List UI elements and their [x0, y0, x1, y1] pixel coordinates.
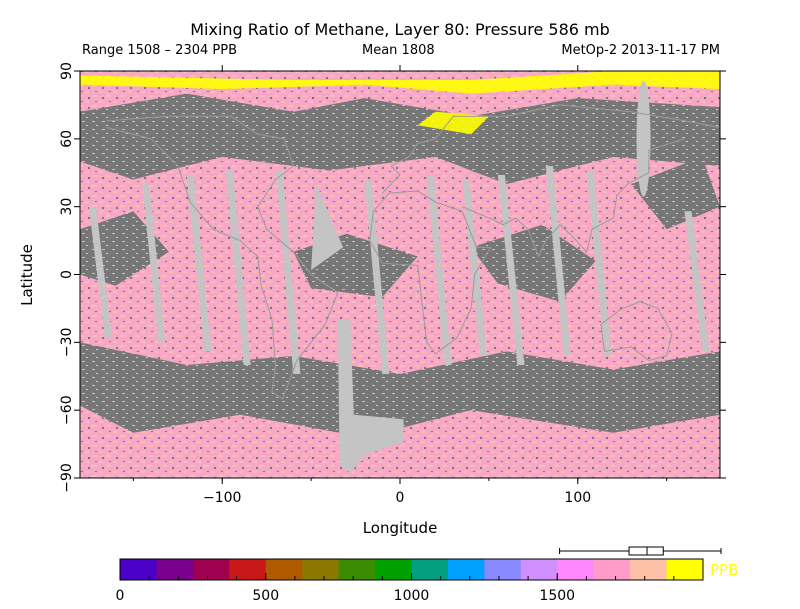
- high-value-region: [417, 111, 489, 135]
- orbit-gap: [586, 170, 612, 356]
- x-tick-label: −100: [203, 490, 241, 506]
- colorbar-segment: [120, 559, 157, 580]
- orbit-gap: [225, 170, 251, 365]
- y-tick-label: −30: [59, 328, 75, 358]
- colorbar-segment: [265, 559, 303, 580]
- orbit-gap: [337, 319, 404, 474]
- colorbar-tick-label: 1000: [394, 588, 430, 604]
- colorbar-segment: [630, 559, 668, 580]
- colorbar-segment: [229, 559, 267, 580]
- no-data-region: [471, 224, 596, 302]
- chart-title: Mixing Ratio of Methane, Layer 80: Press…: [190, 20, 610, 39]
- colorbar-tick-label: 0: [116, 588, 125, 604]
- y-tick-label: −90: [59, 463, 75, 493]
- coastline: [369, 190, 492, 355]
- y-tick-label: 0: [59, 270, 75, 279]
- high-value-region: [80, 71, 720, 94]
- colorbar-segment: [375, 559, 412, 580]
- coastline: [106, 115, 339, 400]
- orbit-gap: [684, 211, 710, 352]
- x-tick-label: 100: [564, 490, 591, 506]
- colorbar-segment: [484, 559, 522, 580]
- y-tick-label: 90: [59, 62, 75, 80]
- map-field: [80, 71, 720, 478]
- orbit-gap: [88, 206, 112, 338]
- coastline: [600, 301, 673, 361]
- colorbar-segment: [156, 559, 194, 580]
- colorbar-segment: [338, 559, 376, 580]
- colorbar-segment: [593, 559, 631, 580]
- orbit-gap: [364, 179, 390, 374]
- orbit-gap: [497, 175, 525, 365]
- colorbar-segment: [447, 559, 485, 580]
- colorbar-segment: [557, 559, 595, 580]
- no-data-region: [80, 342, 720, 438]
- range-label: Range 1508 – 2304 PPB: [82, 43, 237, 58]
- x-axis-label: Longitude: [362, 519, 438, 537]
- orbit-gap: [636, 80, 651, 197]
- y-tick-label: −60: [59, 395, 75, 425]
- colorbar-segment: [520, 559, 558, 580]
- colorbar-tick-label: 1500: [539, 588, 575, 604]
- orbit-gap: [186, 175, 212, 352]
- x-tick-label: 0: [396, 490, 405, 506]
- y-tick-label: 60: [59, 130, 75, 148]
- colorbar-segment: [666, 559, 704, 580]
- no-data-region: [80, 93, 720, 185]
- coastline: [462, 138, 685, 258]
- orbit-gap: [426, 175, 452, 365]
- satellite-date-label: MetOp-2 2013-11-17 PM: [561, 43, 720, 58]
- mean-label: Mean 1808: [362, 43, 435, 58]
- colorbar-segment: [411, 559, 449, 580]
- colorbar-segment: [192, 559, 230, 580]
- no-data-region: [631, 156, 720, 230]
- orbit-gap: [462, 179, 488, 356]
- y-tick-label: 30: [59, 198, 75, 216]
- colorbar-tick-label: 500: [252, 588, 279, 604]
- colorbar-unit-label: PPB: [710, 561, 739, 579]
- coastline: [381, 104, 720, 194]
- colorbar-segment: [302, 559, 340, 580]
- orbit-gap: [311, 184, 344, 270]
- orbit-gap: [142, 184, 166, 343]
- colorbar: 0 500 1000 1500: [116, 546, 722, 604]
- orbit-gap: [545, 165, 571, 356]
- orbit-gap: [275, 170, 301, 374]
- axes: −100 0 100 90 60 30 0 −30 −60 −90: [59, 62, 726, 506]
- boxplot-box: [628, 546, 664, 556]
